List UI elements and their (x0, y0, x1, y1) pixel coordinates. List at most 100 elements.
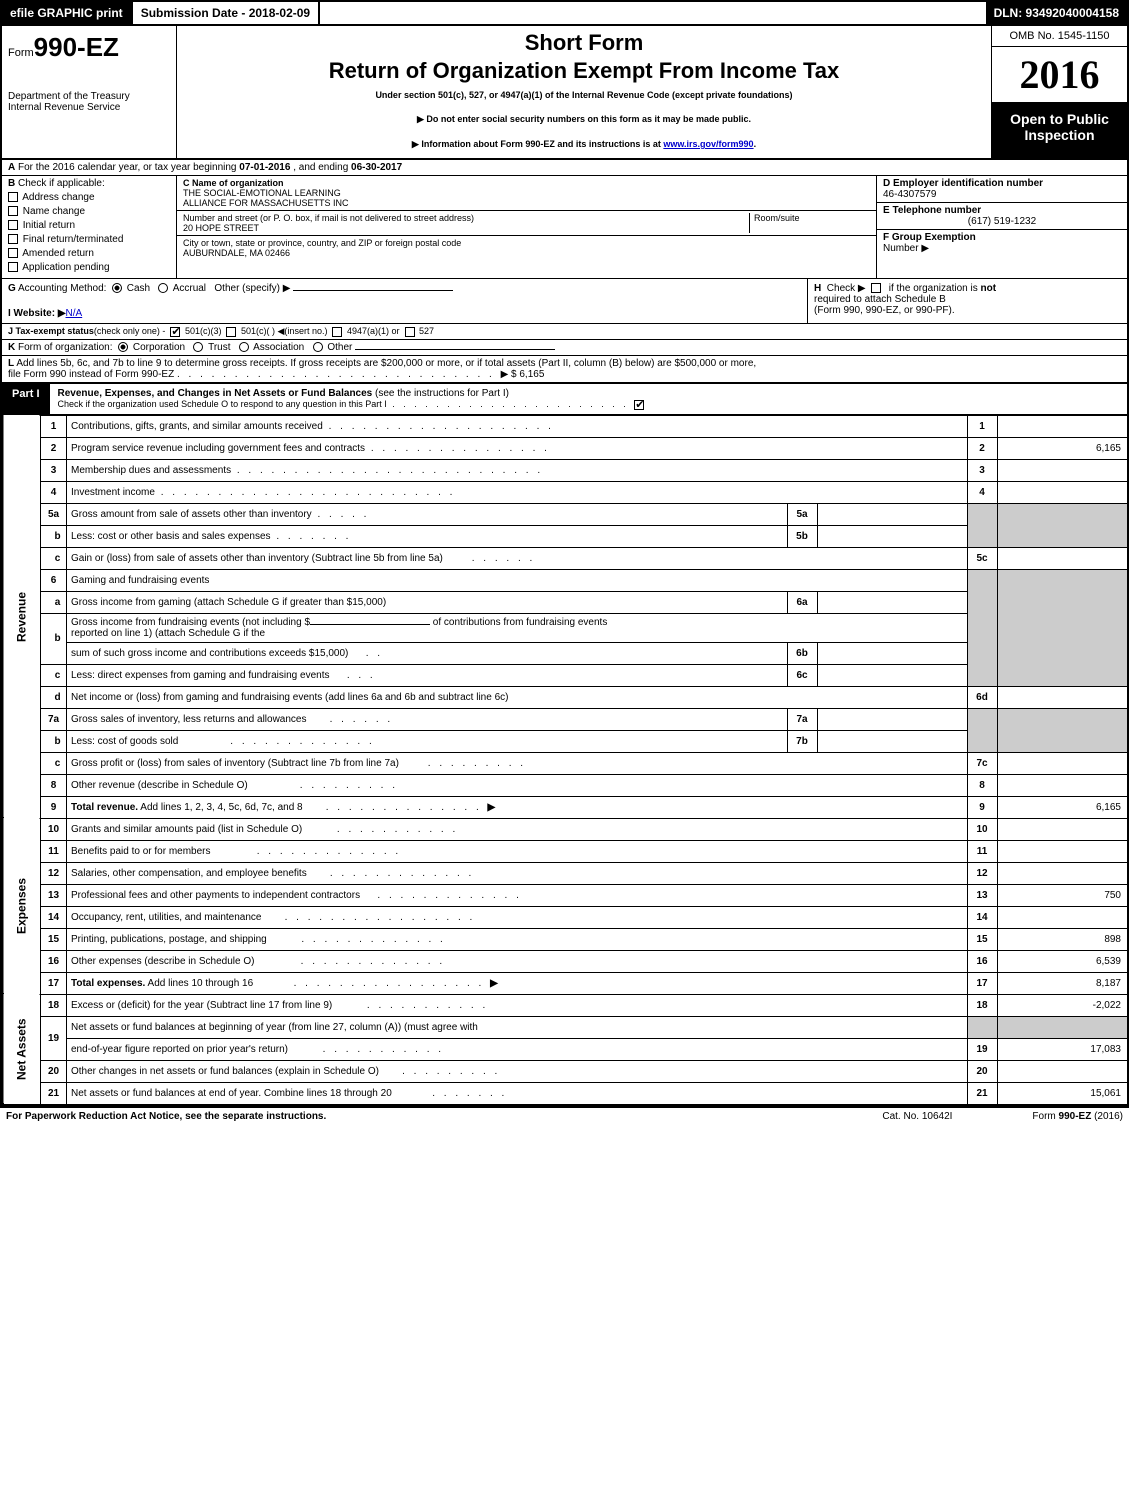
spacer (320, 2, 985, 24)
desc-6c: Less: direct expenses from gaming and fu… (67, 664, 788, 686)
shade-5v (997, 503, 1127, 547)
chk-4947[interactable] (332, 327, 342, 337)
other-org-line[interactable] (355, 349, 555, 350)
dots: . . . . . . . . . (379, 1066, 500, 1077)
l-text1: Add lines 5b, 6c, and 7b to line 9 to de… (16, 358, 756, 369)
num-8: 8 (967, 774, 997, 796)
chk-schedule-b[interactable] (871, 283, 881, 293)
irs-link[interactable]: www.irs.gov/form990 (663, 139, 753, 149)
dots: . . . . . . . . . . . . . . . . . (261, 912, 475, 923)
lineno-8: 8 (41, 774, 67, 796)
chk-501c[interactable] (226, 327, 236, 337)
room-suite-label: Room/suite (754, 213, 800, 223)
innerval-7a (817, 708, 967, 730)
row-a-mid: , and ending (293, 162, 351, 173)
form-number: 990-EZ (34, 32, 119, 62)
desc-12-text: Salaries, other compensation, and employ… (71, 868, 307, 879)
chk-final-return[interactable] (8, 234, 18, 244)
num-2: 2 (967, 437, 997, 459)
inner-6b: 6b (787, 642, 817, 664)
dots: . . . . . . . (271, 531, 352, 542)
num-15: 15 (967, 928, 997, 950)
lineno-20: 20 (41, 1060, 67, 1082)
chk-name-change[interactable] (8, 206, 18, 216)
dept-irs: Internal Revenue Service (8, 102, 170, 113)
group-label-2: Number ▶ (883, 243, 929, 254)
chk-527[interactable] (405, 327, 415, 337)
dots: . . . . . . . . . . . . . . . . . . . . … (155, 487, 455, 498)
form-prefix: Form (8, 47, 34, 59)
lineno-1: 1 (41, 415, 67, 437)
lbl-application-pending: Application pending (22, 262, 109, 273)
desc-14: Occupancy, rent, utilities, and maintena… (67, 906, 968, 928)
footer-catno: Cat. No. 10642I (882, 1111, 952, 1122)
chk-amended-return[interactable] (8, 248, 18, 258)
lineno-7b: b (41, 730, 67, 752)
val-21: 15,061 (997, 1082, 1127, 1104)
num-5c: 5c (967, 547, 997, 569)
lineno-21: 21 (41, 1082, 67, 1104)
open-line1: Open to Public (1010, 111, 1109, 127)
6b-blank[interactable] (310, 624, 430, 625)
footer-formref: Form 990-EZ (2016) (952, 1111, 1123, 1122)
row-gh: G Accounting Method: Cash Accrual Other … (2, 279, 1127, 324)
desc-1: Contributions, gifts, grants, and simila… (67, 415, 968, 437)
num-6d: 6d (967, 686, 997, 708)
chk-initial-return[interactable] (8, 220, 18, 230)
column-d: D Employer identification number 46-4307… (877, 176, 1127, 278)
chk-schedule-o[interactable] (634, 400, 644, 410)
lineno-7a: 7a (41, 708, 67, 730)
section-expenses: Expenses (3, 818, 41, 994)
lbl-trust: Trust (208, 342, 230, 353)
6b-line2: reported on line 1) (attach Schedule G i… (71, 628, 265, 639)
lineno-6a: a (41, 591, 67, 613)
num-13: 13 (967, 884, 997, 906)
innerval-6c (817, 664, 967, 686)
innerval-7b (817, 730, 967, 752)
other-specify-line[interactable] (293, 290, 453, 291)
desc-17: Total expenses. Add lines 10 through 16 … (67, 972, 968, 994)
desc-5c: Gain or (loss) from sale of assets other… (67, 547, 968, 569)
part-i-checkline: Check if the organization used Schedule … (58, 399, 387, 409)
lineno-19: 19 (41, 1016, 67, 1060)
val-11 (997, 840, 1127, 862)
6b-line3: sum of such gross income and contributio… (71, 648, 348, 659)
part-i-title-sub: (see the instructions for Part I) (375, 388, 509, 399)
num-20: 20 (967, 1060, 997, 1082)
dots: . . . . . . . . . (248, 780, 398, 791)
chk-address-change[interactable] (8, 192, 18, 202)
radio-corporation[interactable] (118, 342, 128, 352)
val-19: 17,083 (997, 1038, 1127, 1060)
dots: . . . . . . . . . . . . . (178, 736, 374, 747)
row-j: J Tax-exempt status(check only one) - 50… (2, 324, 1127, 340)
org-name-2: ALLIANCE FOR MASSACHUSETTS INC (183, 198, 349, 208)
dots: . . . . . . . . . . . . . . . . (365, 443, 550, 454)
radio-cash[interactable] (112, 283, 122, 293)
dots: . . . . . . . (392, 1088, 508, 1099)
dots: . . . . . . (306, 714, 393, 725)
inner-5a: 5a (787, 503, 817, 525)
lineno-3: 3 (41, 459, 67, 481)
lineno-2: 2 (41, 437, 67, 459)
chk-501c3[interactable] (170, 327, 180, 337)
val-3 (997, 459, 1127, 481)
lineno-9: 9 (41, 796, 67, 818)
group-label: F Group Exemption (883, 232, 976, 243)
radio-trust[interactable] (193, 342, 203, 352)
radio-other-org[interactable] (313, 342, 323, 352)
subtitle-3: ▶ Information about Form 990-EZ and its … (185, 139, 983, 150)
radio-association[interactable] (239, 342, 249, 352)
website-value[interactable]: N/A (66, 308, 83, 319)
num-4: 4 (967, 481, 997, 503)
desc-2-text: Program service revenue including govern… (71, 443, 365, 454)
lbl-address-change: Address change (22, 192, 94, 203)
row-a: A For the 2016 calendar year, or tax yea… (2, 160, 1127, 176)
desc-5b: Less: cost or other basis and sales expe… (67, 525, 788, 547)
desc-7a-text: Gross sales of inventory, less returns a… (71, 714, 306, 725)
desc-7c-text: Gross profit or (loss) from sales of inv… (71, 758, 399, 769)
label-a: A (8, 162, 15, 173)
dots: . . (348, 648, 383, 659)
radio-accrual[interactable] (158, 283, 168, 293)
desc-10: Grants and similar amounts paid (list in… (67, 818, 968, 840)
chk-application-pending[interactable] (8, 262, 18, 272)
